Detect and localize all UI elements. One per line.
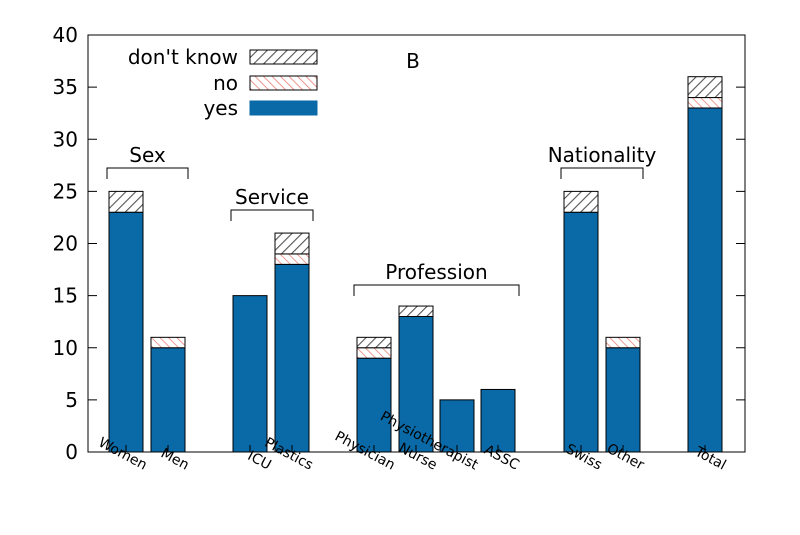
bar-total-no bbox=[687, 97, 723, 109]
legend-label-no: no bbox=[213, 71, 238, 95]
bar-plastics-don-t-know bbox=[274, 232, 310, 255]
y-tick-label: 25 bbox=[53, 179, 78, 203]
group-bracket-sex bbox=[106, 167, 189, 179]
y-tick-label: 30 bbox=[53, 127, 78, 151]
legend-label-yes: yes bbox=[203, 96, 238, 120]
bar-men-no bbox=[150, 336, 186, 349]
y-tick-label: 0 bbox=[65, 440, 78, 464]
x-tick-label-men: Men bbox=[158, 446, 192, 474]
group-bracket-profession bbox=[353, 284, 520, 296]
bar-plastics-yes bbox=[274, 263, 310, 453]
bar-nurse-don-t-know bbox=[398, 305, 434, 317]
group-label-sex: Sex bbox=[129, 143, 166, 167]
bar-physician-no bbox=[356, 347, 392, 359]
y-tick-label: 35 bbox=[53, 75, 78, 99]
group-label-profession: Profession bbox=[385, 260, 487, 284]
group-bracket-service bbox=[230, 209, 314, 221]
legend-swatch-yes bbox=[249, 100, 318, 116]
bar-swiss-don-t-know bbox=[563, 190, 599, 213]
bar-men-yes bbox=[150, 347, 186, 453]
bar-assc-yes bbox=[480, 388, 516, 453]
legend-swatch-no bbox=[249, 75, 318, 91]
bar-plastics-no bbox=[274, 253, 310, 265]
bar-total-yes bbox=[687, 107, 723, 453]
bar-women-don-t-know bbox=[108, 190, 144, 213]
panel-label: B bbox=[406, 49, 420, 73]
y-tick-label: 20 bbox=[53, 232, 78, 256]
y-tick-label: 40 bbox=[53, 23, 78, 47]
bar-physician-yes bbox=[356, 357, 392, 453]
bar-other-no bbox=[605, 336, 641, 349]
y-tick-label: 5 bbox=[65, 388, 78, 412]
plot-frame bbox=[87, 34, 746, 453]
bar-other-yes bbox=[605, 347, 641, 453]
group-label-service: Service bbox=[235, 185, 309, 209]
legend-swatch-don-t-know bbox=[249, 49, 318, 65]
bar-icu-yes bbox=[232, 295, 268, 453]
bar-physician-don-t-know bbox=[356, 336, 392, 349]
bar-total-don-t-know bbox=[687, 76, 723, 99]
bar-physiotherapist-yes bbox=[439, 399, 475, 453]
group-bracket-nationality bbox=[560, 167, 644, 179]
group-label-nationality: Nationality bbox=[548, 143, 657, 167]
y-tick-label: 15 bbox=[53, 284, 78, 308]
legend-label-don-t-know: don't know bbox=[128, 45, 238, 69]
y-tick-label: 10 bbox=[53, 336, 78, 360]
bar-women-yes bbox=[108, 211, 144, 453]
bar-swiss-yes bbox=[563, 211, 599, 453]
